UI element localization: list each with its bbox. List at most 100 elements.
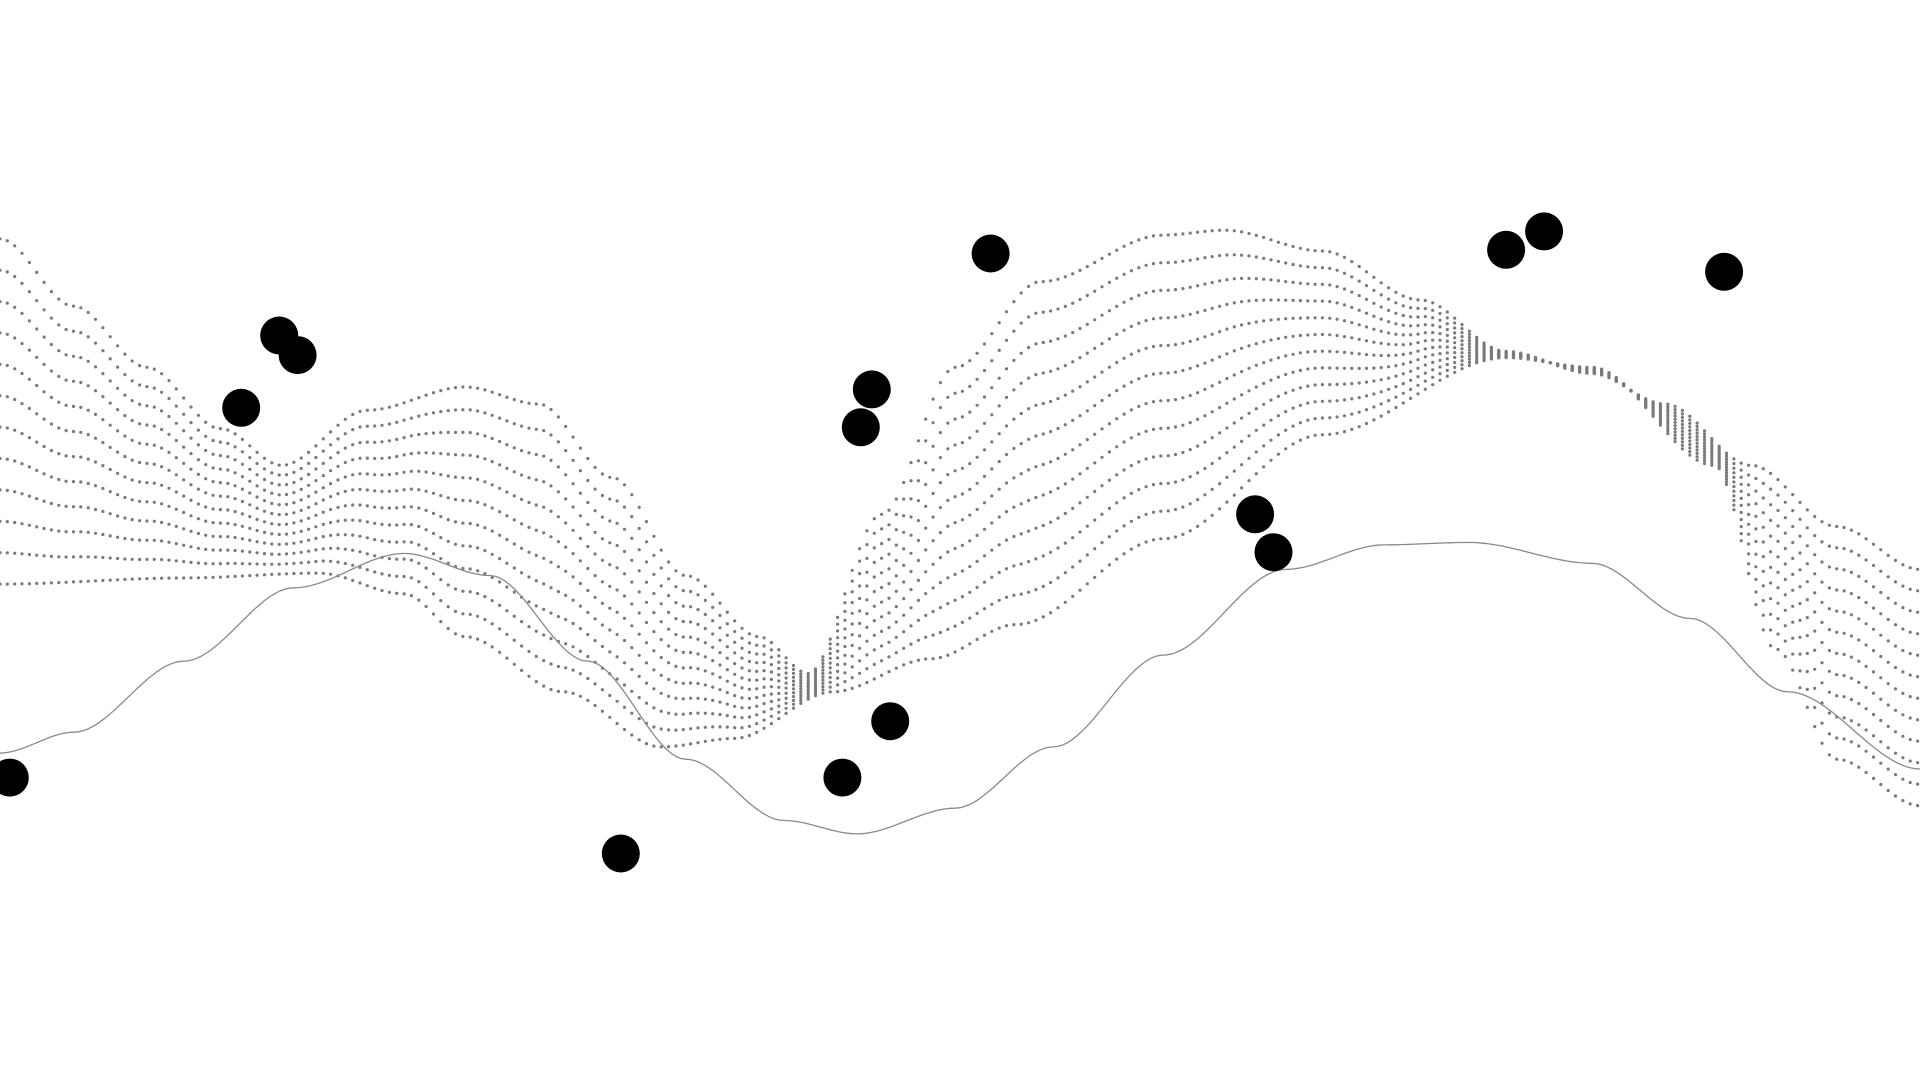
wave-dot [1100, 398, 1104, 403]
wave-dot [1475, 338, 1479, 342]
wave-dot [982, 607, 987, 611]
wave-dot [1732, 471, 1736, 475]
wave-dot [1262, 423, 1266, 427]
wave-dot [1364, 408, 1369, 412]
wave-dot [1695, 448, 1699, 452]
wave-dot [1188, 258, 1192, 262]
wave-dot [968, 539, 972, 543]
wave-dot [483, 434, 487, 438]
wave-dot [813, 669, 818, 674]
wave-dot [887, 611, 891, 615]
wave-dot [64, 555, 68, 559]
wave-dot [703, 669, 707, 673]
wave-dot [578, 446, 583, 450]
wave-dot [0, 331, 2, 335]
wave-dot [1151, 510, 1156, 514]
wave-dot [343, 475, 347, 479]
wave-dot [637, 526, 641, 531]
wave-dot [1783, 516, 1787, 520]
wave-dot [1761, 628, 1765, 632]
wave-dot [916, 439, 921, 443]
wave-dot [931, 633, 935, 637]
wave-dot [79, 405, 83, 409]
wave-dot [674, 585, 678, 589]
wave-dot [380, 588, 384, 593]
wave-dot [1019, 442, 1023, 446]
wave-dot [167, 522, 171, 526]
wave-dot [975, 585, 979, 590]
wave-dot [86, 433, 90, 437]
wave-dot [1247, 479, 1251, 483]
wave-dot [314, 467, 318, 471]
wave-dot [314, 479, 318, 483]
wave-dot [1798, 534, 1802, 538]
wave-dot [769, 707, 774, 711]
wave-dot [93, 531, 98, 535]
wave-dot [329, 559, 333, 563]
wave-dot [1416, 323, 1420, 328]
wave-dot [1173, 288, 1178, 292]
wave-dot [1423, 387, 1427, 391]
wave-dot [1350, 336, 1354, 340]
wave-dot [1071, 301, 1075, 305]
wave-dot [637, 590, 641, 594]
wave-dot [292, 551, 296, 555]
wave-dot [1783, 608, 1787, 612]
wave-dot [938, 655, 943, 660]
wave-dot [1776, 524, 1780, 528]
wave-dot [365, 424, 369, 428]
wave-dot [982, 368, 987, 373]
wave-dot [1173, 507, 1178, 512]
wave-dot [637, 653, 641, 657]
wave-dot [490, 575, 494, 580]
wave-dot [938, 431, 943, 435]
wave-dot [35, 327, 39, 331]
wave-dot [1467, 332, 1471, 336]
wave-dot [365, 584, 369, 588]
wave-dot [674, 744, 678, 748]
wave-dot [1401, 372, 1405, 376]
wave-dot [1820, 741, 1824, 745]
wave-dot [299, 550, 303, 554]
wave-dot [1849, 719, 1853, 723]
wave-dot [233, 445, 237, 449]
wave-dot [762, 726, 766, 730]
wave-dot [380, 506, 384, 510]
wave-dot [549, 611, 553, 615]
wave-dot [762, 677, 766, 681]
wave-dot [277, 493, 281, 497]
wave-dot [1159, 316, 1163, 320]
wave-dot [1475, 361, 1479, 365]
wave-dot [1372, 340, 1376, 344]
wave-dot [35, 412, 39, 416]
wave-dot [608, 693, 612, 698]
wave-dot [1335, 268, 1339, 272]
wave-dot [1445, 345, 1449, 349]
wave-dot [769, 677, 774, 682]
wave-dot [527, 625, 531, 629]
wave-dot [872, 517, 876, 521]
wave-dot [968, 642, 972, 646]
wave-dot [982, 527, 987, 531]
wave-dot [1247, 254, 1251, 258]
wave-dot [1695, 458, 1699, 462]
wave-dot [1842, 525, 1846, 530]
wave-dot [145, 423, 149, 427]
wave-dot [505, 561, 509, 565]
wave-dot [1056, 307, 1060, 311]
wave-dot [1805, 616, 1809, 620]
wave-dot [1857, 659, 1861, 663]
wave-dot [505, 537, 509, 542]
wave-dot [1372, 405, 1376, 409]
wave-dot [1254, 407, 1258, 411]
wave-dot [1908, 673, 1912, 677]
wave-dot [1004, 567, 1009, 571]
black-circle [1236, 495, 1275, 534]
wave-dot [1041, 310, 1045, 314]
wave-dot [828, 680, 832, 684]
wave-dot [578, 536, 583, 541]
wave-dot [564, 449, 568, 453]
wave-dot [123, 393, 127, 397]
wave-dot [725, 610, 729, 614]
